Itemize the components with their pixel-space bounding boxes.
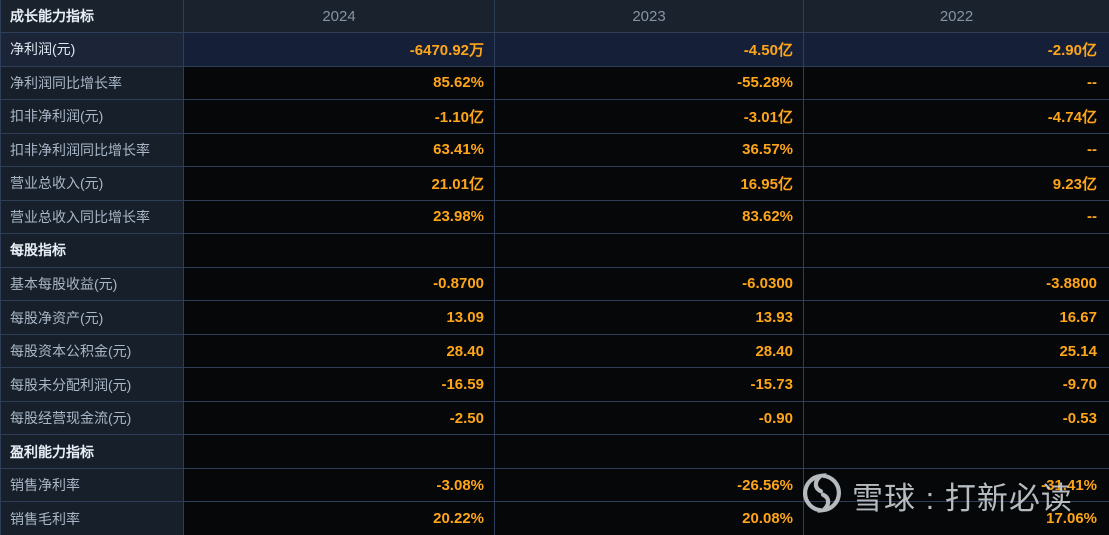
metric-value: 21.01亿 <box>183 167 494 200</box>
metric-value: 63.41% <box>183 133 494 167</box>
metric-value: 20.08% <box>494 502 803 535</box>
table-row[interactable]: 营业总收入同比增长率 23.98% 83.62% -- <box>1 199 1109 234</box>
metric-label: 扣非净利润(元) <box>1 100 183 133</box>
metric-value: -31.41% <box>803 468 1109 502</box>
section-title: 每股指标 <box>1 234 183 267</box>
metric-value: -2.90亿 <box>803 33 1109 66</box>
metric-value: 28.40 <box>183 334 494 368</box>
empty-cell <box>803 234 1109 267</box>
metric-label: 每股净资产(元) <box>1 301 183 334</box>
metric-value: 25.14 <box>803 334 1109 368</box>
empty-cell <box>494 435 803 468</box>
metric-value: 9.23亿 <box>803 167 1109 200</box>
metric-value: 13.93 <box>494 301 803 334</box>
metric-label: 基本每股收益(元) <box>1 267 183 301</box>
metric-value: -6470.92万 <box>183 33 494 66</box>
table-row[interactable]: 扣非净利润(元) -1.10亿 -3.01亿 -4.74亿 <box>1 99 1109 133</box>
table-row[interactable]: 营业总收入(元) 21.01亿 16.95亿 9.23亿 <box>1 166 1109 200</box>
metric-value: -9.70 <box>803 368 1109 401</box>
metric-value: -15.73 <box>494 368 803 401</box>
metric-value: -26.56% <box>494 468 803 502</box>
section-header-row: 每股指标 <box>1 233 1109 267</box>
section-title: 盈利能力指标 <box>1 435 183 468</box>
table-row[interactable]: 扣非净利润同比增长率 63.41% 36.57% -- <box>1 132 1109 167</box>
metric-value: 28.40 <box>494 334 803 368</box>
metric-value: -0.90 <box>494 401 803 435</box>
metric-value: -- <box>803 133 1109 167</box>
column-header-2024: 2024 <box>183 0 494 32</box>
table-row[interactable]: 销售净利率 -3.08% -26.56% -31.41% <box>1 467 1109 502</box>
metric-value: -0.53 <box>803 401 1109 435</box>
metric-value: -4.50亿 <box>494 33 803 66</box>
metric-value: 16.67 <box>803 301 1109 334</box>
metric-label: 净利润同比增长率 <box>1 66 183 100</box>
table-row[interactable]: 基本每股收益(元) -0.8700 -6.0300 -3.8800 <box>1 266 1109 301</box>
metric-value: -16.59 <box>183 368 494 401</box>
table-header-row: 成长能力指标 2024 2023 2022 <box>1 0 1109 32</box>
column-header-2022: 2022 <box>803 0 1109 32</box>
metric-value: -6.0300 <box>494 267 803 301</box>
table-title: 成长能力指标 <box>1 0 183 32</box>
metric-value: 85.62% <box>183 66 494 100</box>
metric-label: 销售净利率 <box>1 468 183 502</box>
table-row[interactable]: 销售毛利率 20.22% 20.08% 17.06% <box>1 501 1109 535</box>
metric-label: 营业总收入(元) <box>1 167 183 200</box>
metric-value: 17.06% <box>803 502 1109 535</box>
metric-value: 13.09 <box>183 301 494 334</box>
table-row[interactable]: 每股经营现金流(元) -2.50 -0.90 -0.53 <box>1 400 1109 435</box>
empty-cell <box>183 234 494 267</box>
metric-value: -55.28% <box>494 66 803 100</box>
column-header-2023: 2023 <box>494 0 803 32</box>
metric-value: -1.10亿 <box>183 100 494 133</box>
metric-value: 23.98% <box>183 200 494 234</box>
metric-value: -- <box>803 200 1109 234</box>
table-row[interactable]: 每股净资产(元) 13.09 13.93 16.67 <box>1 300 1109 334</box>
metric-value: 36.57% <box>494 133 803 167</box>
metric-value: -- <box>803 66 1109 100</box>
metric-value: 20.22% <box>183 502 494 535</box>
metric-label: 销售毛利率 <box>1 502 183 535</box>
metric-value: -0.8700 <box>183 267 494 301</box>
empty-cell <box>183 435 494 468</box>
metric-value: -3.8800 <box>803 267 1109 301</box>
metric-label: 营业总收入同比增长率 <box>1 200 183 234</box>
metric-label: 每股经营现金流(元) <box>1 401 183 435</box>
metric-label: 扣非净利润同比增长率 <box>1 133 183 167</box>
metric-value: -4.74亿 <box>803 100 1109 133</box>
metric-value: 83.62% <box>494 200 803 234</box>
metric-label: 净利润(元) <box>1 33 183 66</box>
empty-cell <box>803 435 1109 468</box>
metric-value: -3.08% <box>183 468 494 502</box>
section-header-row: 盈利能力指标 <box>1 434 1109 468</box>
metric-label: 每股资本公积金(元) <box>1 334 183 368</box>
metric-value: -2.50 <box>183 401 494 435</box>
metric-label: 每股未分配利润(元) <box>1 368 183 401</box>
table-row[interactable]: 每股资本公积金(元) 28.40 28.40 25.14 <box>1 333 1109 368</box>
table-row[interactable]: 净利润(元) -6470.92万 -4.50亿 -2.90亿 <box>1 32 1109 66</box>
table-row[interactable]: 净利润同比增长率 85.62% -55.28% -- <box>1 65 1109 100</box>
metric-value: 16.95亿 <box>494 167 803 200</box>
empty-cell <box>494 234 803 267</box>
metric-value: -3.01亿 <box>494 100 803 133</box>
table-row[interactable]: 每股未分配利润(元) -16.59 -15.73 -9.70 <box>1 367 1109 401</box>
